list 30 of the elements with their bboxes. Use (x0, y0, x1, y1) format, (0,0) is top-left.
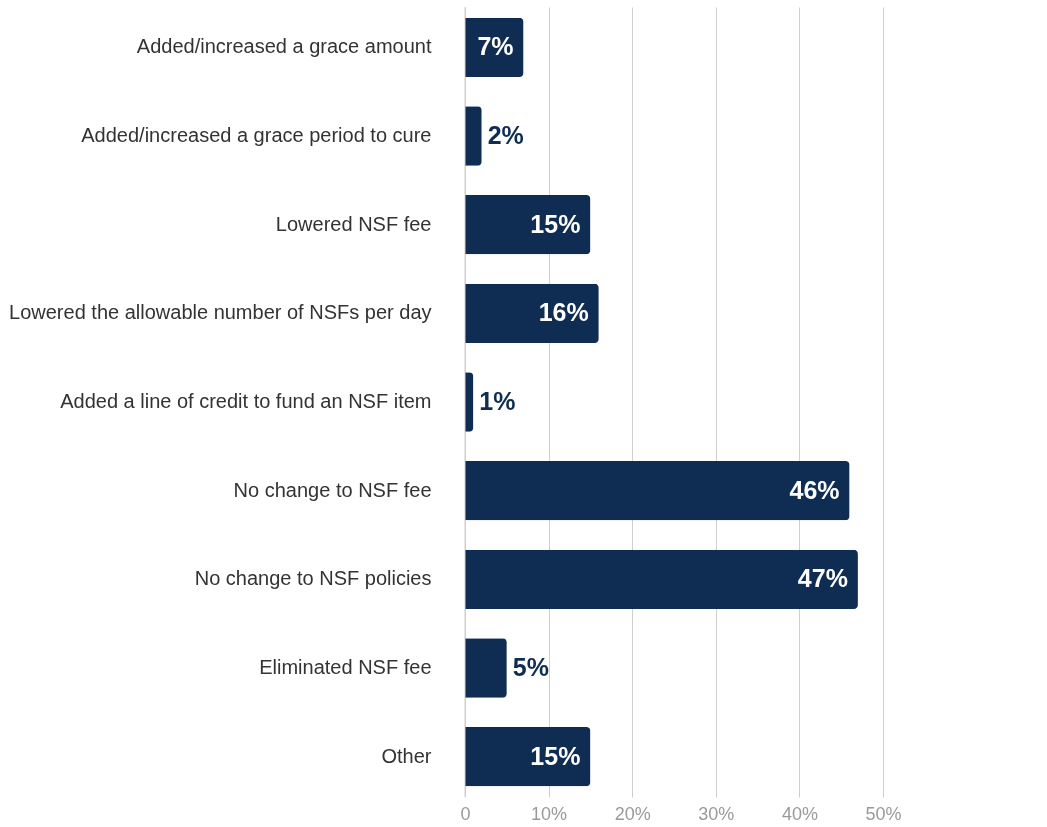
data-label: 1% (479, 387, 516, 415)
x-tick-label: 20% (614, 803, 651, 824)
bar (465, 283, 599, 344)
y-tick-label: Eliminated NSF fee (259, 655, 432, 678)
x-tick-label: 50% (865, 803, 902, 824)
bar (465, 549, 858, 610)
data-label: 15% (530, 741, 581, 770)
x-tick-label: 10% (531, 803, 568, 824)
bar (465, 726, 591, 787)
data-label: 7% (477, 32, 514, 61)
y-tick-label: No change to NSF policies (194, 567, 432, 590)
data-label: 16% (538, 298, 589, 327)
bar (465, 194, 591, 255)
data-label: 46% (789, 475, 840, 504)
y-tick-label: Added a line of credit to fund an NSF item (60, 390, 432, 412)
data-label: 47% (797, 564, 848, 593)
x-tick-label: 30% (698, 803, 735, 824)
y-tick-label: Added/increased a grace period to cure (81, 124, 432, 147)
bar (465, 638, 507, 698)
y-tick-label: Other (381, 744, 432, 767)
y-tick-label: No change to NSF fee (233, 478, 432, 501)
data-label: 5% (512, 652, 549, 681)
x-tick-label: 0 (460, 803, 471, 824)
y-tick-label: Lowered the allowable number of NSFs per day (9, 301, 432, 324)
data-label: 15% (530, 209, 581, 238)
x-tick-label: 40% (781, 803, 818, 824)
y-tick-label: Lowered NSF fee (275, 212, 432, 235)
y-tick-label: Added/increased a grace amount (136, 35, 432, 58)
data-label: 2% (487, 121, 524, 150)
bar (465, 460, 850, 521)
